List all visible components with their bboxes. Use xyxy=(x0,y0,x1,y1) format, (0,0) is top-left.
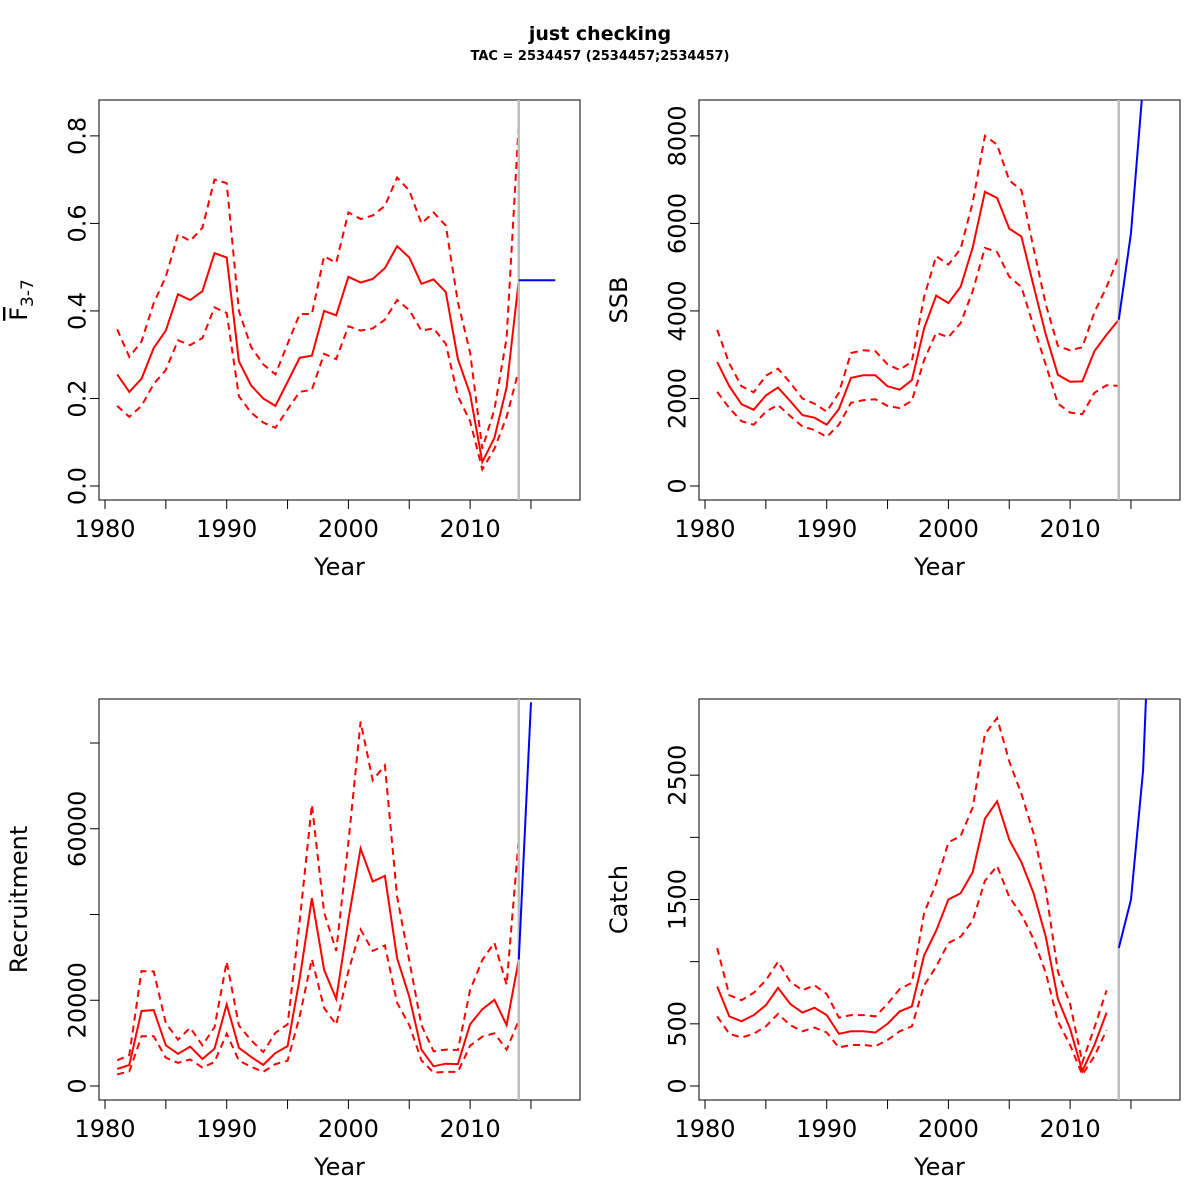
y-tick-label: 0 xyxy=(663,478,691,493)
x-tick-label: 1980 xyxy=(74,1115,135,1143)
x-tick-label: 1990 xyxy=(796,515,857,543)
x-tick-label: 1990 xyxy=(796,1115,857,1143)
y-axis-title: Recruitment xyxy=(5,826,33,973)
upper-bound-line xyxy=(716,134,1120,413)
x-axis-title: Year xyxy=(313,553,365,581)
x-tick-label: 1980 xyxy=(674,1115,735,1143)
x-tick-label: 1980 xyxy=(674,515,735,543)
y-tick-label: 1500 xyxy=(663,869,691,930)
panel-recruitment: 1980 1990 2000 2010 0 20000 60000 Year Recruitme… xyxy=(5,698,581,1181)
estimate-line xyxy=(116,244,520,466)
page-subtitle: TAC = 2534457 (2534457;2534457) xyxy=(471,49,730,64)
lower-bound-line xyxy=(716,863,1108,1077)
y-tick-label: 0.4 xyxy=(63,292,91,330)
upper-bound-line xyxy=(116,721,520,1062)
plot-frame xyxy=(698,698,1181,1101)
x-axis-title: Year xyxy=(313,1153,365,1181)
plot-frame xyxy=(98,698,581,1101)
y-tick-label: 2000 xyxy=(663,368,691,429)
y-tick-label: 0.8 xyxy=(63,117,91,155)
y-tick-label: 0 xyxy=(63,1078,91,1093)
x-tick-label: 2000 xyxy=(918,1115,979,1143)
y-tick-label: 6000 xyxy=(663,193,691,254)
forecast-line xyxy=(1117,100,1143,320)
forecast-line xyxy=(1117,699,1147,949)
plot-frame xyxy=(98,99,581,501)
y-tick-label: 0.6 xyxy=(63,204,91,242)
estimate-line xyxy=(716,190,1120,426)
panel-ssb: 1980 1990 2000 2010 0 2000 4000 6000 8000 Year SSB xyxy=(605,99,1181,581)
y-tick-label: 8000 xyxy=(663,105,691,166)
x-axis-title: Year xyxy=(913,1153,965,1181)
x-tick-label: 2000 xyxy=(318,515,379,543)
x-tick-label: 2010 xyxy=(1040,1115,1101,1143)
panel-fbar: 1980 1990 2000 2010 0.0 0.2 0.4 0.6 0.8 Year F3-7 xyxy=(5,99,581,581)
y-tick-label: 0 xyxy=(663,1078,691,1093)
x-tick-label: 1990 xyxy=(196,515,257,543)
series-group xyxy=(116,699,532,1100)
panel-catch: 1980 1990 2000 2010 0 500 1500 2500 Year Catch xyxy=(605,698,1181,1181)
upper-bound-line xyxy=(716,715,1108,1067)
y-tick-label: 0.0 xyxy=(63,467,91,505)
x-tick-label: 1980 xyxy=(74,515,135,543)
estimate-line xyxy=(116,844,520,1070)
x-tick-label: 2000 xyxy=(918,515,979,543)
lower-bound-line xyxy=(116,298,520,473)
y-axis-title: SSB xyxy=(605,277,633,324)
estimate-line xyxy=(716,799,1108,1074)
x-tick-label: 2000 xyxy=(318,1115,379,1143)
series-group xyxy=(716,100,1143,500)
y-axis-title: Catch xyxy=(605,865,633,934)
y-tick-label: 60000 xyxy=(63,791,91,867)
series-group xyxy=(116,100,556,500)
x-tick-label: 1990 xyxy=(196,1115,257,1143)
y-tick-label: 4000 xyxy=(663,280,691,341)
series-group xyxy=(716,699,1147,1100)
upper-bound-line xyxy=(116,122,520,450)
x-tick-label: 2010 xyxy=(440,1115,501,1143)
y-tick-label: 2500 xyxy=(663,745,691,806)
x-tick-label: 2010 xyxy=(1040,515,1101,543)
lower-bound-line xyxy=(716,246,1119,439)
page-title: just checking xyxy=(528,23,671,45)
y-tick-label: 0.2 xyxy=(63,379,91,417)
x-tick-label: 2010 xyxy=(440,515,501,543)
x-axis-title: Year xyxy=(913,553,965,581)
y-axis-title: F3-7 xyxy=(5,279,38,321)
plot-frame xyxy=(698,99,1181,501)
lower-bound-line xyxy=(116,926,520,1076)
y-tick-label: 500 xyxy=(663,1001,691,1047)
y-tick-label: 20000 xyxy=(63,962,91,1038)
forecast-line xyxy=(517,702,532,960)
